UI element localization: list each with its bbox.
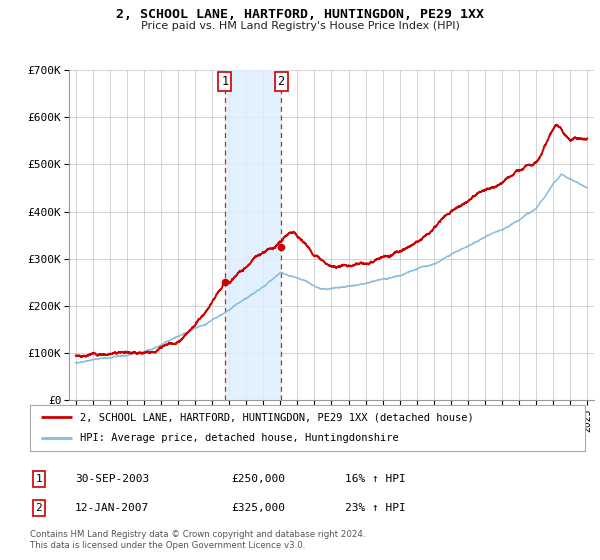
Text: 2: 2 — [277, 75, 284, 88]
Text: 23% ↑ HPI: 23% ↑ HPI — [345, 503, 406, 513]
Text: Price paid vs. HM Land Registry's House Price Index (HPI): Price paid vs. HM Land Registry's House … — [140, 21, 460, 31]
Bar — [225, 70, 281, 400]
Text: 2: 2 — [35, 503, 43, 513]
Text: £250,000: £250,000 — [231, 474, 285, 484]
Text: 2, SCHOOL LANE, HARTFORD, HUNTINGDON, PE29 1XX: 2, SCHOOL LANE, HARTFORD, HUNTINGDON, PE… — [116, 8, 484, 21]
Text: 30-SEP-2003: 30-SEP-2003 — [75, 474, 149, 484]
Text: 1: 1 — [35, 474, 43, 484]
Text: HPI: Average price, detached house, Huntingdonshire: HPI: Average price, detached house, Hunt… — [80, 433, 398, 444]
Text: 16% ↑ HPI: 16% ↑ HPI — [345, 474, 406, 484]
Text: 2, SCHOOL LANE, HARTFORD, HUNTINGDON, PE29 1XX (detached house): 2, SCHOOL LANE, HARTFORD, HUNTINGDON, PE… — [80, 412, 474, 422]
Text: £325,000: £325,000 — [231, 503, 285, 513]
Text: This data is licensed under the Open Government Licence v3.0.: This data is licensed under the Open Gov… — [30, 541, 305, 550]
Text: 1: 1 — [221, 75, 229, 88]
Text: 12-JAN-2007: 12-JAN-2007 — [75, 503, 149, 513]
Text: Contains HM Land Registry data © Crown copyright and database right 2024.: Contains HM Land Registry data © Crown c… — [30, 530, 365, 539]
